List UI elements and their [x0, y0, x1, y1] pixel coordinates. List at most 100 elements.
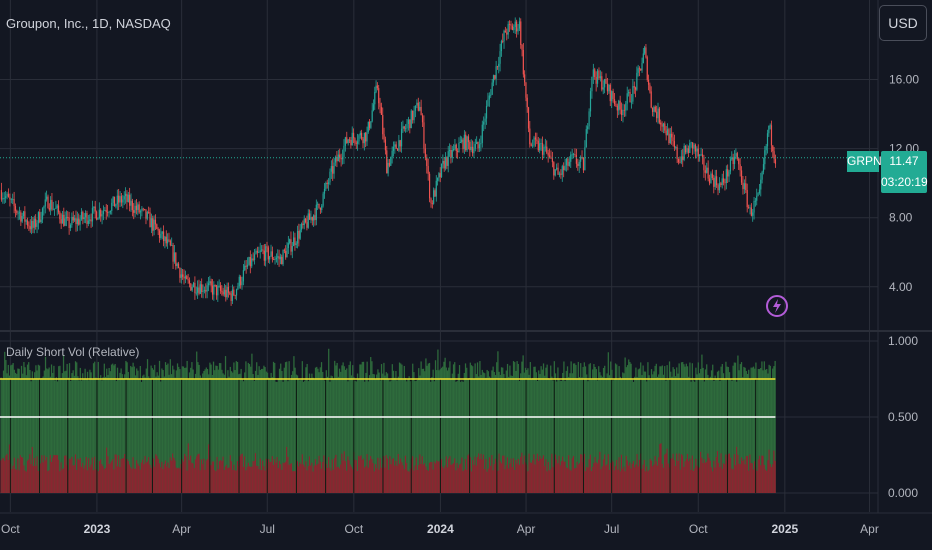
short-vol-bar — [733, 362, 735, 493]
short-vol-bar — [121, 374, 123, 493]
short-vol-bar — [548, 379, 551, 493]
candle-body — [711, 173, 713, 178]
long-vol-bar — [168, 468, 170, 493]
candle-body — [296, 231, 299, 244]
short-vol-bar — [36, 370, 38, 493]
y-tick-label: 16.00 — [889, 72, 919, 86]
candle-body — [683, 145, 685, 160]
short-vol-bar — [578, 377, 581, 493]
candle-body — [259, 250, 261, 253]
short-vol-bar — [283, 367, 285, 493]
candle-body — [728, 171, 730, 177]
candle-body — [750, 207, 752, 216]
lightning-bolt-icon[interactable] — [766, 295, 788, 317]
candle-body — [392, 146, 395, 151]
long-vol-bar — [152, 458, 155, 493]
long-vol-bar — [773, 450, 775, 493]
long-vol-bar — [364, 467, 366, 493]
short-vol-bar — [136, 368, 138, 493]
candle-body — [752, 212, 754, 216]
candle-body — [420, 106, 422, 116]
long-vol-bar — [71, 456, 73, 493]
short-vol-bar — [720, 366, 722, 493]
long-vol-bar — [524, 462, 527, 493]
short-vol-bar — [492, 366, 494, 493]
long-vol-bar — [76, 470, 78, 493]
short-vol-bar — [370, 357, 372, 493]
long-vol-bar — [654, 455, 656, 493]
candle-body — [749, 207, 751, 209]
short-vol-bar — [419, 375, 421, 493]
long-vol-bar — [220, 460, 222, 493]
short-vol-bar — [37, 364, 39, 493]
candle-body — [182, 274, 184, 277]
short-vol-bar — [618, 366, 620, 493]
candle-body — [443, 160, 445, 169]
long-vol-bar — [150, 468, 152, 493]
short-vol-bar — [122, 378, 125, 493]
long-vol-bar — [214, 469, 216, 493]
short-vol-bar — [757, 368, 759, 493]
long-vol-bar — [148, 457, 150, 493]
long-vol-bar — [313, 465, 315, 493]
candle-body — [412, 110, 414, 121]
candle-body — [318, 203, 320, 208]
short-vol-bar — [443, 361, 445, 493]
short-vol-bar — [168, 374, 170, 493]
candle-body — [507, 24, 509, 35]
short-vol-bar — [210, 364, 212, 493]
long-vol-bar — [8, 444, 11, 493]
long-vol-bar — [343, 451, 345, 493]
long-vol-bar — [13, 457, 15, 493]
long-vol-bar — [323, 455, 325, 493]
candle-body — [162, 231, 165, 242]
candle-body — [124, 193, 127, 197]
short-vol-bar — [88, 380, 90, 493]
short-vol-bar — [500, 367, 503, 493]
short-vol-bar — [48, 367, 50, 493]
short-vol-bar — [218, 363, 221, 493]
short-vol-bar — [323, 379, 325, 493]
long-vol-bar — [504, 469, 506, 493]
candle-body — [710, 173, 712, 184]
long-vol-bar — [619, 471, 621, 493]
long-vol-bar — [292, 471, 294, 493]
short-vol-bar — [499, 374, 501, 493]
long-vol-bar — [588, 459, 590, 493]
candle-body — [343, 145, 345, 157]
candle-body — [646, 57, 648, 80]
long-vol-bar — [396, 465, 398, 493]
candle-body — [714, 176, 716, 187]
candle-body — [378, 88, 380, 104]
candle-body — [651, 107, 654, 112]
candle-body — [508, 24, 511, 25]
candle-body — [537, 140, 539, 151]
candle-body — [376, 85, 378, 89]
candle-body — [599, 76, 601, 79]
long-vol-bar — [598, 459, 600, 493]
long-vol-bar — [536, 453, 539, 493]
short-vol-bar — [342, 362, 344, 493]
candle-body — [383, 134, 385, 140]
long-vol-bar — [388, 469, 390, 493]
currency-button[interactable]: USD — [879, 5, 927, 41]
long-vol-bar — [500, 463, 503, 493]
candle-body — [574, 153, 576, 156]
long-vol-bar — [734, 465, 737, 493]
long-vol-bar — [695, 458, 697, 493]
short-vol-bar — [235, 361, 237, 493]
long-vol-bar — [559, 465, 561, 493]
candle-body — [548, 155, 551, 157]
candle-body — [60, 219, 62, 224]
candle-body — [261, 249, 263, 251]
long-vol-bar — [577, 464, 579, 493]
short-vol-bar — [188, 372, 191, 493]
candle-body — [524, 74, 526, 83]
candle-body — [18, 212, 21, 214]
long-vol-bar — [378, 469, 380, 493]
short-vol-bar — [448, 367, 450, 493]
candle-body — [368, 121, 371, 128]
long-vol-bar — [457, 467, 459, 493]
long-vol-bar — [520, 456, 522, 493]
